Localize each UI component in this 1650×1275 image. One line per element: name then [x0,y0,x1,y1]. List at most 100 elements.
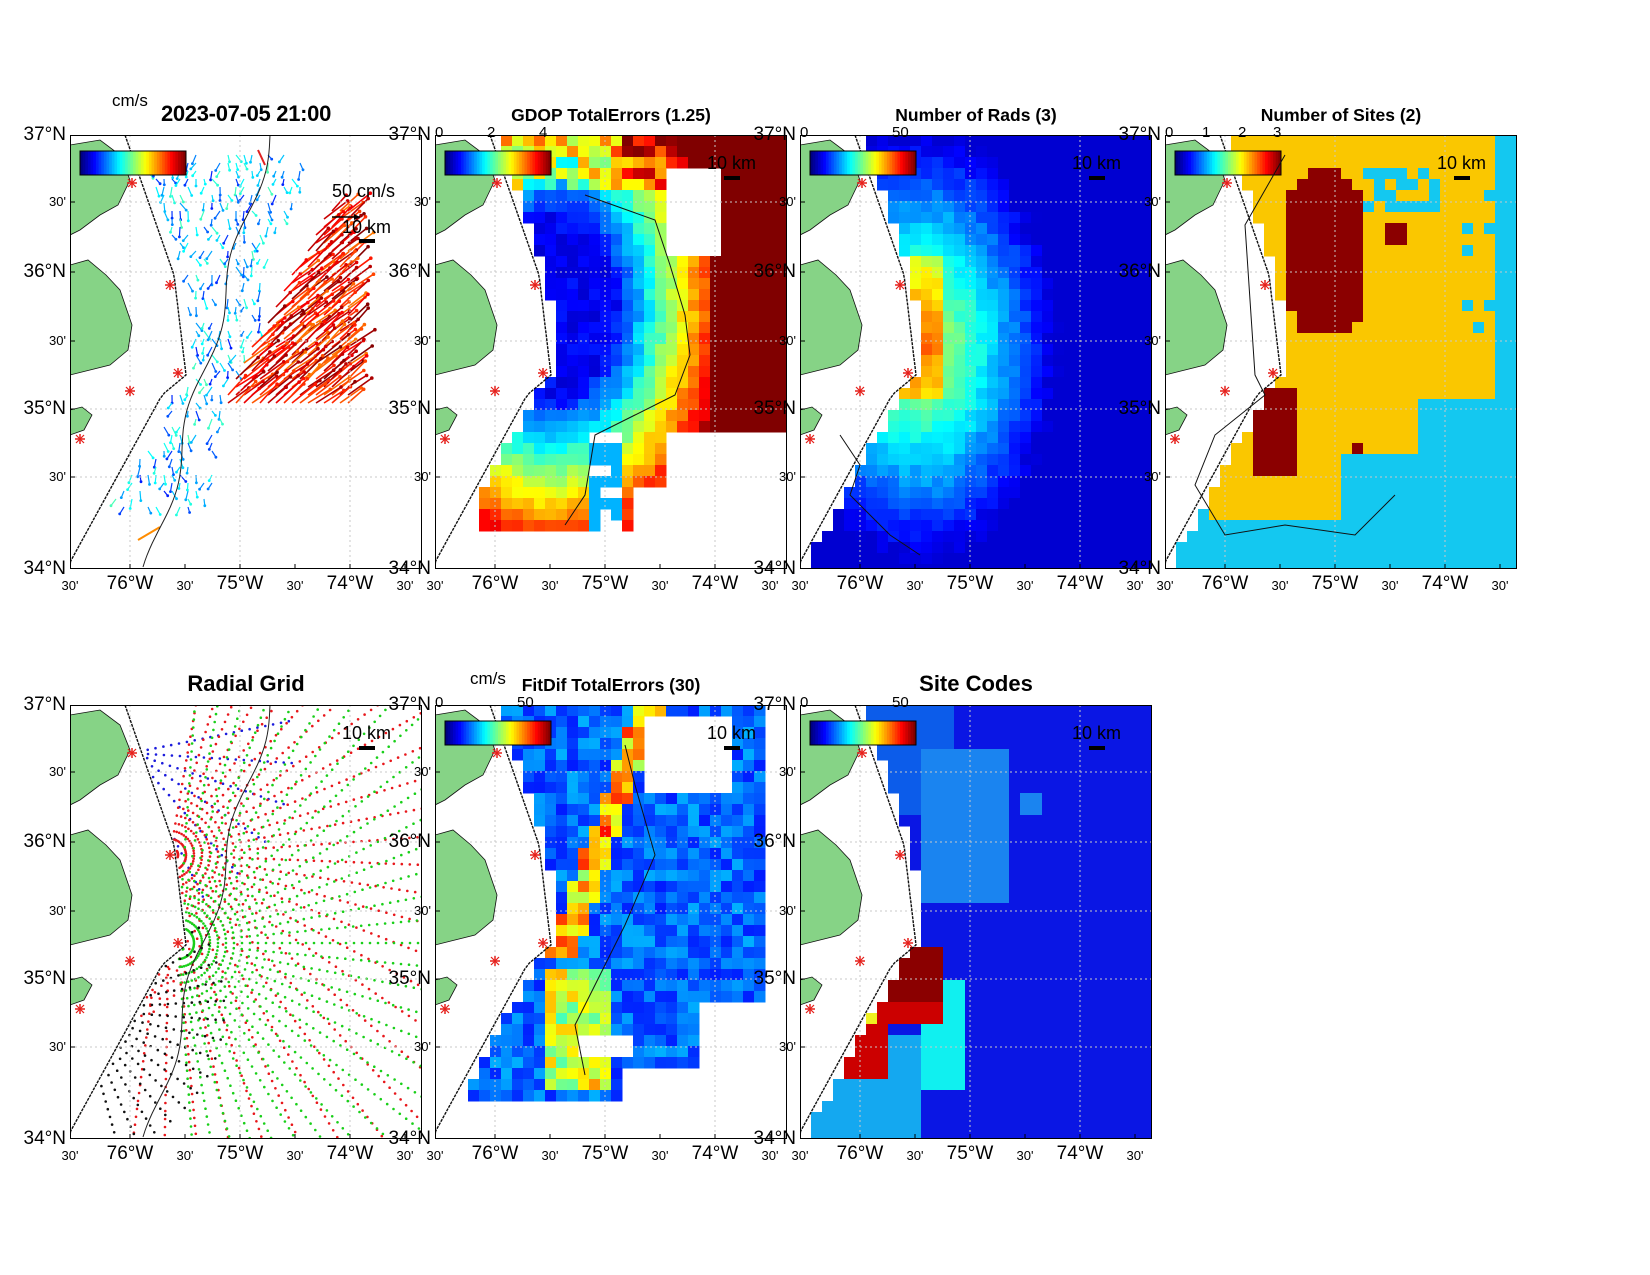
grid-point [311,1094,315,1098]
vector-arrow [275,335,295,348]
heat-cell [578,520,590,532]
heat-cell [1374,454,1386,466]
vector-head [207,238,210,241]
heat-cell [556,289,568,301]
heat-cell [1108,245,1120,257]
colorbar-swatch [889,151,893,175]
heat-cell [765,366,777,378]
heat-cell [921,135,933,147]
grid-point [177,823,181,826]
heat-cell [677,410,689,422]
grid-point [302,906,306,909]
rads-map[interactable] [800,135,1152,569]
grid-point [301,943,304,946]
heat-cell [1473,388,1485,400]
heat-cell [1418,168,1430,180]
vector-head [337,213,341,217]
grid-point [218,757,222,760]
heat-cell [1418,564,1430,569]
grid-point [200,952,204,956]
heat-cell [976,432,988,444]
heat-cell [1451,465,1463,477]
heat-cell [776,366,787,378]
heat-cell [1053,553,1065,565]
vector-arrow [243,343,270,364]
heat-cell [1198,564,1210,569]
heat-cell [622,212,634,224]
heat-cell [976,388,988,400]
grid-point [185,881,188,884]
grid-point [194,835,198,838]
vector-arrow [315,386,342,404]
heat-cell [567,201,579,213]
heat-cell [611,146,623,158]
heat-cell [1086,454,1098,466]
heat-cell [943,267,955,279]
heat-cell [776,278,787,290]
grid-point [281,751,284,755]
vector-arrow [195,346,199,356]
grid-point [407,1014,411,1018]
heat-cell [578,146,590,158]
heat-cell [987,399,999,411]
heat-cell [855,465,867,477]
grid-point [272,778,276,782]
colorbar-swatch [143,151,147,175]
grid-point [204,730,207,734]
heat-cell [1275,289,1287,301]
heat-cell [1341,289,1353,301]
heat-cell [1053,487,1065,499]
heat-cell [1009,212,1021,224]
heat-cell [1097,245,1109,257]
heat-cell [545,432,557,444]
heat-cell [1020,179,1032,191]
grid-point [295,1067,298,1070]
heat-cell [1075,520,1087,532]
heat-cell [965,234,977,246]
vector-head [270,342,274,347]
heat-cell [1440,157,1452,169]
heat-cell [644,476,656,488]
heat-cell [976,311,988,323]
heat-cell [600,388,612,400]
heat-cell [954,344,966,356]
gdop-map[interactable] [435,135,787,569]
heat-cell [1385,553,1397,565]
heat-cell [721,201,733,213]
land-area [800,259,863,376]
vector-arrow [323,353,343,372]
heat-cell [754,410,766,422]
sites-map[interactable] [1165,135,1517,569]
vector-arrow [242,210,245,220]
heat-cell [976,212,988,224]
heat-cell [633,289,645,301]
heat-cell [1451,487,1463,499]
heat-cell [1352,190,1364,202]
heat-cell [1119,476,1131,488]
grid-point [374,765,378,769]
vector-head [331,252,335,257]
heat-cell [512,476,524,488]
totals-map[interactable] [70,135,422,569]
heat-cell [1286,146,1298,158]
vector-head [221,422,224,426]
heat-cell [534,245,546,257]
heat-cell [976,190,988,202]
heat-cell [1064,487,1076,499]
grid-point [199,779,202,783]
heat-cell [1363,421,1375,433]
heat-cell [622,454,634,466]
grid-point [199,879,202,883]
heat-cell [1363,454,1375,466]
heat-cell [1396,553,1408,565]
heat-cell [567,443,579,455]
grid-map[interactable] [70,705,422,1139]
heat-cell [622,509,634,521]
heat-cell [534,388,546,400]
vector-head [195,233,199,237]
latitude-label: 35°N [23,398,66,419]
vector-head [345,345,350,349]
panel-gdop: GDOP TotalErrors (1.25) 0 2 4 10 km 37°N… [389,105,787,594]
heat-cell [600,256,612,268]
heat-cell [976,223,988,235]
